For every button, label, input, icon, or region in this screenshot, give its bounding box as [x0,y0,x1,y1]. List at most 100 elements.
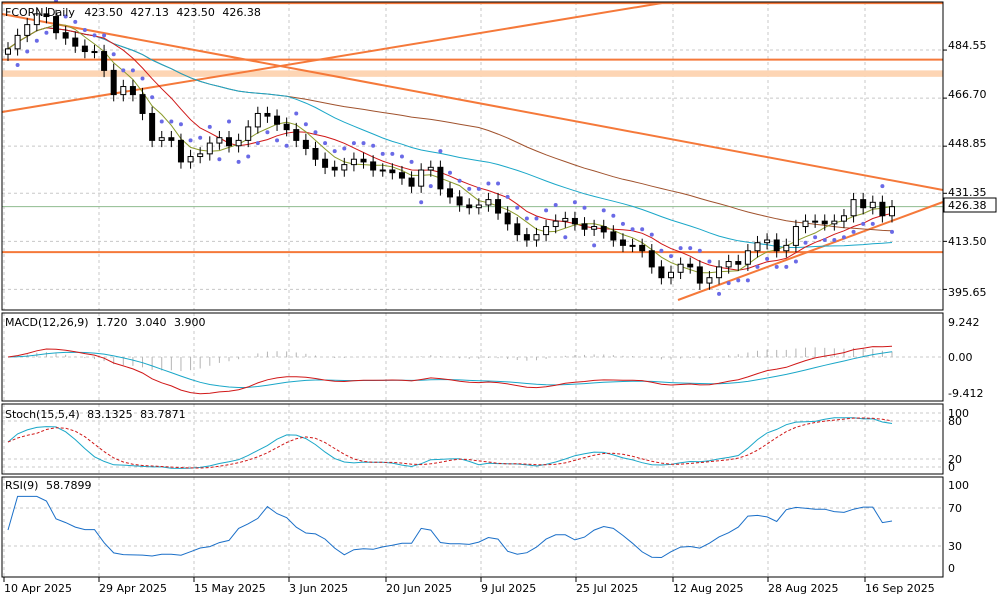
psar-dot [496,181,501,186]
candle-body [447,188,453,198]
psar-dot [649,232,654,237]
psar-dot [15,63,20,67]
psar-dot [361,141,366,146]
psar-dot [774,264,779,269]
psar-dot [582,205,587,210]
y-tick-466: 466.70 [948,88,987,101]
candle-body [812,220,819,223]
candle-body [177,139,184,163]
psar-dot [736,278,741,283]
psar-dot [342,146,347,151]
y-tick-395: 395.65 [948,286,987,299]
candle-body [235,139,242,147]
candle-body [475,204,482,209]
psar-dot [409,159,414,164]
candle-body [350,158,357,166]
rsi-tick-0: 0 [948,562,955,575]
candle-body [610,231,617,241]
psar-dot [841,235,846,240]
y-tick-431: 431.35 [948,186,987,199]
psar-dot [707,259,712,264]
candle-body [725,261,732,268]
indicator-lines [7,345,893,559]
candle-body [658,266,665,279]
psar-dot [448,170,452,175]
candle-body [341,164,348,171]
psar-dot [611,213,616,218]
candle-body [216,137,223,144]
candle-body [504,212,511,225]
psar-dot [438,149,443,154]
psar-dot [813,235,818,240]
candle-body [274,115,281,125]
candle-body [53,16,60,34]
candle-body [197,153,204,158]
panel-frame-1 [1,312,944,402]
candle-body [158,137,165,141]
candle-body [379,169,386,172]
candle-body [226,137,232,147]
axis-ticks [3,49,947,582]
psar-dot [246,154,251,159]
psar-dot [198,135,203,140]
stoch-d-line [7,417,893,469]
psar-dot [476,186,481,191]
panel-frames [1,1,944,578]
psar-dot [207,124,212,129]
candle-body [495,199,502,214]
candle-body [139,94,146,114]
resistance-band [2,70,943,77]
psar-dot [563,235,568,240]
psar-dot [150,95,155,100]
candle-body [773,239,780,252]
psar-dot [803,240,808,245]
candle-body [581,223,588,230]
rsi-tick-30: 30 [948,540,962,553]
psar-dot [726,281,731,286]
psar-dot [592,243,597,248]
x-tick-7: 12 Aug 2025 [673,582,743,595]
psar-dot [323,141,328,146]
psar-dot [92,33,97,38]
psar-dot [380,151,385,156]
psar-dot [822,238,827,242]
psar-dot [121,68,126,73]
candle-body [312,147,319,160]
psar-dot [544,208,549,213]
x-tick-3: 3 Jun 2025 [289,582,348,595]
macd-line [7,345,893,395]
candle-body [370,161,377,171]
psar-dot [419,200,424,205]
candle-body [456,196,463,206]
rsi-line [7,495,893,559]
y-tick-448: 448.85 [948,137,987,150]
candle-body [43,13,50,18]
psar-dot [765,256,770,261]
price-panel-title: FCORN Daily 423.50 427.13 423.50 426.38 [5,6,261,19]
candle-body [101,51,108,71]
psar-dot [601,208,606,213]
psar-dot [63,14,68,19]
psar-dot [524,216,529,221]
candle-body [398,172,405,179]
psar-dot [130,68,135,73]
candle-body [485,199,492,206]
psar-dot [505,194,510,199]
psar-dot [313,130,318,135]
psar-dot [620,221,625,226]
candle-body [706,277,713,284]
candle-body [802,220,809,228]
candle-body [831,220,838,225]
x-tick-6: 25 Jul 2025 [576,582,638,595]
candle-body [889,206,895,217]
psar-dot [217,157,222,162]
candle-body [629,244,636,247]
stoch-tick-0: 0 [948,461,955,474]
psar-dot [34,38,39,43]
candle-body [754,242,761,252]
psar-dot [688,246,693,251]
candle-body [437,166,444,190]
psar-dot [467,186,472,191]
candle-body [322,158,329,168]
candle-body [792,226,799,246]
